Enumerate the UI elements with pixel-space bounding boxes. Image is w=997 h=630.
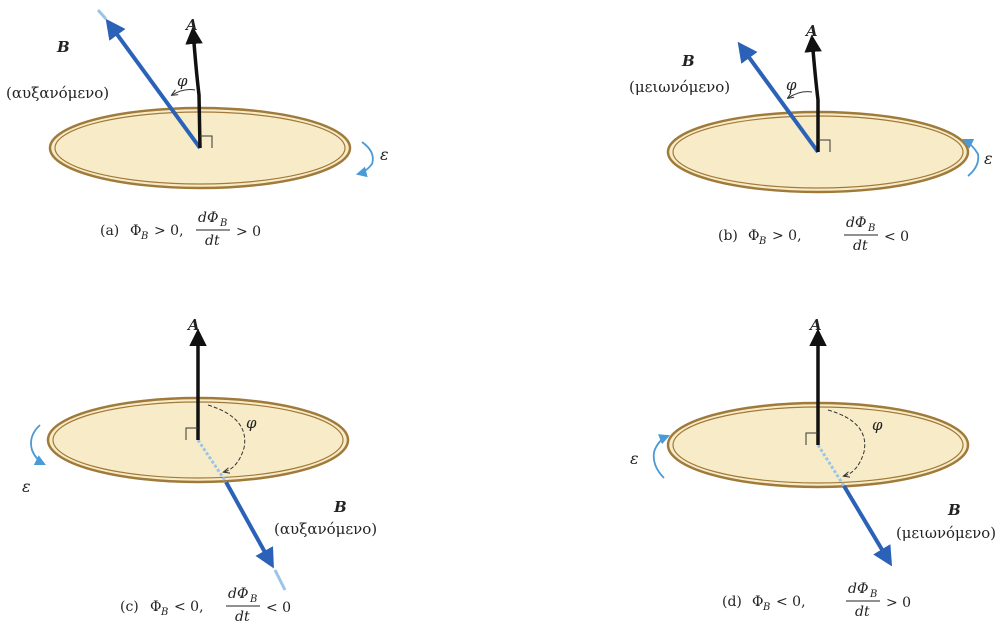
caption-deriv-num-sub: B bbox=[869, 589, 877, 600]
caption-deriv-num: dΦ bbox=[846, 215, 866, 231]
caption-deriv-den: dt bbox=[853, 238, 868, 254]
right-angle-mark bbox=[185, 427, 198, 440]
b-vector-hidden-part bbox=[816, 444, 846, 487]
panel-d: φ ε A B (μειωνόμενο) (d) Φ B < 0, dΦ B d… bbox=[630, 316, 996, 620]
caption-flux-rel: < 0, bbox=[776, 594, 806, 610]
emf-arrow bbox=[30, 424, 46, 465]
a-label: A bbox=[804, 22, 818, 40]
caption-letter: (b) bbox=[718, 228, 738, 244]
b-vector bbox=[842, 484, 893, 567]
b-state-label: (μειωνόμενο) bbox=[629, 78, 730, 96]
caption-letter: (a) bbox=[100, 223, 119, 239]
caption-flux: Φ bbox=[150, 599, 161, 615]
b-vector bbox=[737, 41, 820, 154]
emf-label: ε bbox=[380, 145, 389, 164]
b-vector bbox=[105, 18, 202, 150]
caption-flux-sub: B bbox=[762, 602, 770, 613]
caption-deriv-den: dt bbox=[205, 233, 220, 249]
emf-arrow bbox=[962, 139, 980, 177]
panel-c: φ ε A B (αυξανόμενο) (c) Φ B < 0, dΦ B d… bbox=[22, 316, 377, 625]
panel-a: φ ε A B (αυξανόμενο) (a) Φ B > 0, dΦ B d… bbox=[6, 9, 389, 249]
emf-label: ε bbox=[630, 449, 639, 468]
b-label: B bbox=[947, 501, 961, 519]
caption-flux-rel: < 0, bbox=[174, 599, 204, 615]
caption-flux: Φ bbox=[752, 594, 763, 610]
caption-c: (c) Φ B < 0, dΦ B dt < 0 bbox=[120, 586, 291, 625]
caption-deriv-num-sub: B bbox=[219, 218, 227, 229]
caption-flux-rel: > 0, bbox=[772, 228, 802, 244]
phi-arc bbox=[207, 404, 246, 472]
caption-deriv-den: dt bbox=[235, 609, 250, 625]
caption-deriv-rel: < 0 bbox=[266, 600, 291, 616]
caption-a: (a) Φ B > 0, dΦ B dt > 0 bbox=[100, 210, 261, 249]
caption-letter: (d) bbox=[722, 594, 742, 610]
caption-deriv-rel: > 0 bbox=[886, 595, 911, 611]
b-state-label: (αυξανόμενο) bbox=[274, 520, 377, 538]
phi-arc bbox=[788, 91, 813, 98]
a-label: A bbox=[184, 16, 198, 34]
caption-flux-sub: B bbox=[160, 607, 168, 618]
phi-label: φ bbox=[246, 414, 257, 432]
phi-label: φ bbox=[177, 72, 188, 90]
right-angle-mark bbox=[818, 139, 831, 152]
caption-deriv-num: dΦ bbox=[198, 210, 218, 226]
emf-label: ε bbox=[22, 477, 31, 496]
a-label: A bbox=[808, 316, 822, 334]
b-vector-hidden-part bbox=[196, 439, 228, 483]
caption-flux: Φ bbox=[748, 228, 759, 244]
phi-label: φ bbox=[786, 76, 797, 94]
b-state-label: (μειωνόμενο) bbox=[896, 524, 996, 542]
emf-arrow bbox=[652, 434, 671, 479]
caption-deriv-num-sub: B bbox=[867, 223, 875, 234]
a-vector bbox=[804, 34, 822, 152]
b-label: B bbox=[56, 38, 70, 56]
caption-b: (b) Φ B > 0, dΦ B dt < 0 bbox=[718, 215, 909, 254]
emf-arrow bbox=[355, 141, 374, 178]
caption-flux-sub: B bbox=[758, 236, 766, 247]
b-vector-tail-light bbox=[96, 9, 108, 20]
caption-deriv-num: dΦ bbox=[228, 586, 248, 602]
caption-flux: Φ bbox=[130, 223, 141, 239]
a-label: A bbox=[186, 316, 200, 334]
emf-label: ε bbox=[984, 149, 993, 168]
b-vector bbox=[224, 481, 274, 569]
caption-deriv-rel: > 0 bbox=[236, 224, 261, 240]
caption-letter: (c) bbox=[120, 599, 139, 615]
caption-deriv-num: dΦ bbox=[848, 581, 868, 597]
b-vector-tail-light bbox=[273, 569, 287, 591]
a-vector bbox=[185, 26, 203, 149]
right-angle-mark bbox=[805, 432, 818, 445]
caption-deriv-num-sub: B bbox=[249, 594, 257, 605]
phi-arc bbox=[827, 409, 866, 476]
b-label: B bbox=[333, 498, 347, 516]
panel-b: φ ε A B (μειωνόμενο) (b) Φ B > 0, dΦ B d… bbox=[629, 22, 993, 254]
phi-label: φ bbox=[872, 416, 883, 434]
phi-arc bbox=[172, 89, 196, 95]
caption-d: (d) Φ B < 0, dΦ B dt > 0 bbox=[722, 581, 911, 620]
caption-flux-sub: B bbox=[140, 231, 148, 242]
caption-flux-rel: > 0, bbox=[154, 223, 184, 239]
b-state-label: (αυξανόμενο) bbox=[6, 84, 109, 102]
caption-deriv-den: dt bbox=[855, 604, 870, 620]
right-angle-mark bbox=[200, 135, 213, 148]
b-label: B bbox=[681, 52, 695, 70]
caption-deriv-rel: < 0 bbox=[884, 229, 909, 245]
